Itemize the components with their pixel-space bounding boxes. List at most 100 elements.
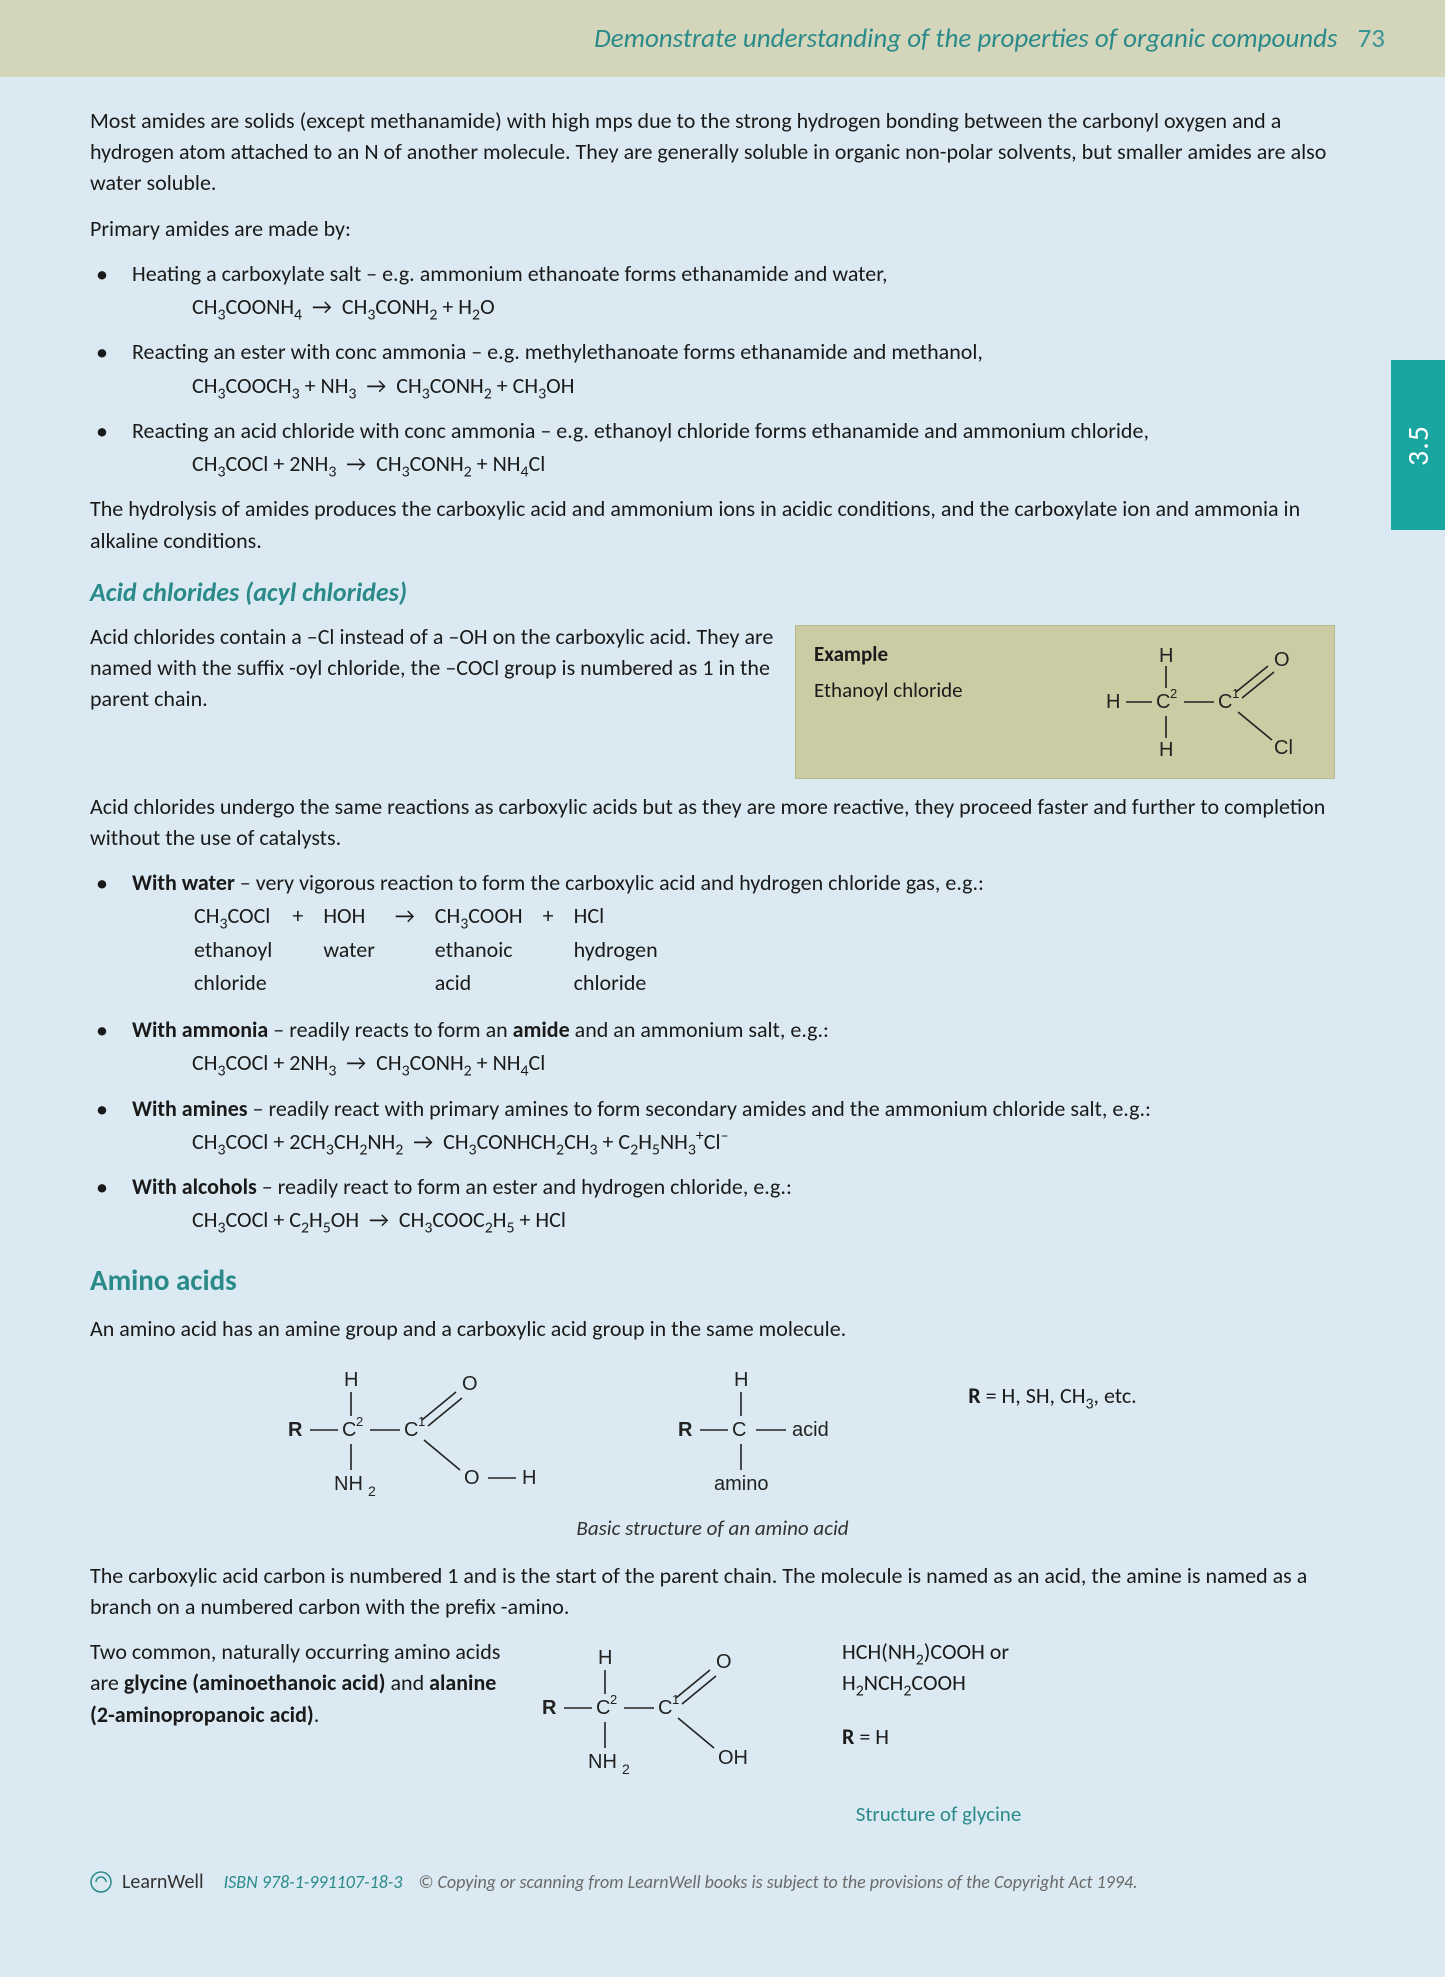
list-text: Reacting an acid chloride with conc ammo…	[132, 417, 1149, 444]
list-item: With alcohols – readily react to form an…	[90, 1171, 1335, 1235]
svg-text:H: H	[598, 1647, 612, 1669]
paragraph: Acid chlorides undergo the same reaction…	[90, 791, 1335, 853]
svg-text:O: O	[1274, 649, 1290, 671]
svg-text:OH: OH	[718, 1747, 748, 1769]
svg-text:R: R	[678, 1419, 693, 1441]
svg-text:C: C	[596, 1697, 610, 1719]
table-cell: HCl	[574, 900, 676, 931]
equation: CH3COONH4 → CH3CONH2 + H2O	[192, 291, 1335, 322]
table-cell: HOH	[323, 900, 393, 931]
reaction-table: CH3COCl + HOH → CH3COOH + HCl ethanoyl w…	[192, 898, 678, 1000]
table-cell: acid	[435, 967, 541, 998]
svg-text:Cl: Cl	[1274, 737, 1293, 759]
ethanoyl-chloride-structure: H C2 H H C1 O Cl	[1096, 640, 1316, 760]
header-title: Demonstrate understanding of the propert…	[594, 22, 1337, 55]
formula-line: H2NCH2COOH	[842, 1667, 1009, 1698]
list-lead: With amines	[132, 1095, 248, 1122]
svg-text:C: C	[404, 1419, 418, 1441]
svg-text:1: 1	[418, 1414, 425, 1429]
table-cell: CH3COCl	[194, 900, 290, 931]
list-item: With amines – readily react with primary…	[90, 1093, 1335, 1157]
table-cell: hydrogen	[574, 934, 676, 965]
svg-text:H: H	[522, 1467, 536, 1489]
glycine-text: Two common, naturally occurring amino ac…	[90, 1636, 520, 1730]
svg-text:R: R	[542, 1697, 557, 1719]
list-bold: amide	[513, 1016, 570, 1043]
equation: CH3COCl + C2H5OH → CH3COOC2H5 + HCl	[192, 1204, 1335, 1235]
list-rest: – readily react to form an ester and hyd…	[257, 1173, 792, 1200]
svg-text:R: R	[288, 1419, 303, 1441]
brand-name: LearnWell	[122, 1870, 204, 1894]
copyright: © Copying or scanning from LearnWell boo…	[418, 1871, 1137, 1893]
glycine-r-label: R = H	[842, 1721, 1009, 1752]
page-number: 73	[1358, 22, 1385, 55]
r-letter: R	[968, 1382, 980, 1409]
text: .	[314, 1701, 320, 1728]
svg-text:2: 2	[622, 1761, 630, 1777]
svg-text:acid: acid	[792, 1419, 829, 1441]
list-rest: – readily reacts to form an	[268, 1016, 512, 1043]
amide-list: Heating a carboxylate salt – e.g. ammoni…	[90, 258, 1335, 479]
glycine-formulas: HCH(NH2)COOH or H2NCH2COOH R = H	[842, 1636, 1009, 1752]
paragraph: The hydrolysis of amides produces the ca…	[90, 493, 1335, 555]
list-text: Heating a carboxylate salt – e.g. ammoni…	[132, 260, 888, 287]
svg-text:H: H	[1159, 645, 1173, 667]
brand-icon	[90, 1871, 112, 1893]
table-row: CH3COCl + HOH → CH3COOH + HCl	[194, 900, 676, 931]
table-cell: chloride	[574, 967, 676, 998]
table-row: chloride acid chloride	[194, 967, 676, 998]
svg-text:C: C	[658, 1697, 672, 1719]
section-tab-label: 3.5	[1399, 425, 1436, 466]
svg-text:O: O	[464, 1467, 480, 1489]
svg-text:2: 2	[368, 1483, 376, 1499]
svg-text:NH: NH	[588, 1751, 617, 1773]
glycine-figure: R C2 H NH2 C1 O OH	[542, 1636, 1335, 1830]
svg-text:H: H	[1159, 739, 1173, 760]
table-cell: ethanoic	[435, 934, 541, 965]
amino-acid-simple-structure: R C H amino acid	[678, 1358, 898, 1508]
svg-text:H: H	[344, 1369, 358, 1391]
svg-text:1: 1	[1232, 686, 1239, 701]
heading-acid-chlorides: Acid chlorides (acyl chlorides)	[90, 574, 1335, 611]
equation: CH3COCl + 2NH3 → CH3CONH2 + NH4Cl	[192, 1047, 1335, 1078]
list-lead: With water	[132, 869, 235, 896]
list-item: Reacting an acid chloride with conc ammo…	[90, 415, 1335, 479]
list-rest: and an ammonium salt, e.g.:	[570, 1016, 829, 1043]
svg-text:H: H	[1106, 691, 1120, 713]
table-cell: water	[323, 934, 393, 965]
table-row: ethanoyl water ethanoic hydrogen	[194, 934, 676, 965]
table-cell: +	[292, 900, 321, 931]
svg-text:amino: amino	[714, 1473, 768, 1495]
page-header: Demonstrate understanding of the propert…	[0, 0, 1445, 77]
table-cell: ethanoyl	[194, 934, 290, 965]
paragraph: Most amides are solids (except methanami…	[90, 105, 1335, 199]
list-rest: – very vigorous reaction to form the car…	[235, 869, 984, 896]
acyl-reactions-list: With water – very vigorous reaction to f…	[90, 867, 1335, 1235]
list-item: Heating a carboxylate salt – e.g. ammoni…	[90, 258, 1335, 322]
equation: CH3COOCH3 + NH3 → CH3CONH2 + CH3OH	[192, 370, 1335, 401]
r-value: = H	[854, 1723, 889, 1750]
text-bold: glycine (aminoethanoic acid)	[124, 1669, 386, 1696]
r-letter: R	[842, 1723, 854, 1750]
svg-text:C: C	[732, 1419, 746, 1441]
svg-text:C: C	[1218, 691, 1232, 713]
svg-text:2: 2	[610, 1692, 617, 1707]
list-rest: – readily react with primary amines to f…	[248, 1095, 1151, 1122]
heading-amino-acids: Amino acids	[90, 1260, 1335, 1301]
isbn: ISBN 978-1-991107-18-3	[224, 1871, 403, 1893]
r-values: = H, SH, CH3, etc.	[981, 1382, 1137, 1409]
r-group-label: R = H, SH, CH3, etc.	[968, 1380, 1136, 1411]
figure-caption: Structure of glycine	[542, 1800, 1335, 1830]
equation: CH3COCl + 2NH3 → CH3CONH2 + NH4Cl	[192, 448, 1335, 479]
table-cell: →	[395, 900, 433, 931]
list-lead: With alcohols	[132, 1173, 257, 1200]
glycine-structure: R C2 H NH2 C1 O OH	[542, 1636, 802, 1796]
list-text: Reacting an ester with conc ammonia – e.…	[132, 338, 983, 365]
svg-text:NH: NH	[334, 1473, 363, 1495]
svg-text:O: O	[462, 1373, 478, 1395]
example-label: Example	[814, 640, 1082, 670]
section-tab: 3.5	[1391, 360, 1445, 530]
equation: CH3COCl + 2CH3CH2NH2 → CH3CONHCH2CH3 + C…	[192, 1126, 1335, 1157]
table-cell: CH3COOH	[435, 900, 541, 931]
paragraph: An amino acid has an amine group and a c…	[90, 1313, 1335, 1344]
